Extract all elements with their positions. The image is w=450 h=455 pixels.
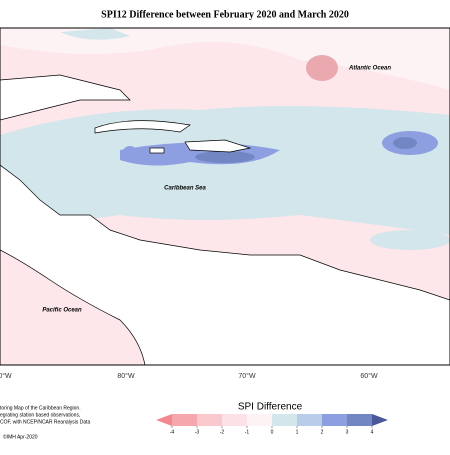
legend-tick-label: 4: [371, 429, 374, 435]
legend-tick-label: 0: [271, 429, 274, 435]
longitude-label: 80°W: [117, 372, 135, 380]
legend-tick-label: -1: [245, 429, 250, 435]
legend-title: SPI Difference: [238, 402, 303, 413]
legend-swatch: [322, 414, 347, 426]
longitude-label: 70°W: [238, 372, 256, 380]
legend-tick-label: 1: [296, 429, 299, 435]
footer-line: COF, with NCEP/NCAR Reanalysis Data: [0, 419, 91, 425]
legend-swatch: [222, 414, 247, 426]
ocean-label: Pacific Ocean: [42, 308, 82, 314]
title: SPI12 Difference between February 2020 a…: [101, 9, 349, 20]
legend-swatch: [347, 414, 372, 426]
legend: -4 -3 -2 -1 0 1 2 3 4: [156, 414, 388, 435]
ocean-label: Atlantic Ocean: [348, 66, 391, 72]
legend-tick-label: 2: [321, 429, 324, 435]
legend-arrow: [372, 414, 388, 426]
footer-line: egrating station based observations,: [0, 412, 80, 418]
map: Atlantic Ocean Caribbean Sea Pacific Oce…: [0, 27, 450, 380]
longitude-label: 60°W: [360, 372, 378, 380]
legend-swatch: [247, 414, 272, 426]
legend-swatch: [197, 414, 222, 426]
longitude-label: 0°W: [0, 372, 12, 380]
ocean-label: Caribbean Sea: [164, 186, 206, 192]
legend-arrow: [156, 414, 172, 426]
legend-tick-label: 3: [346, 429, 349, 435]
legend-tick-label: -4: [170, 429, 175, 435]
legend-swatch: [272, 414, 297, 426]
footer-credit: ©IMH Apr-2020: [3, 433, 38, 440]
legend-tick-label: -3: [195, 429, 200, 435]
legend-swatch: [172, 414, 197, 426]
footer-line: toring Map of the Caribbean Region.: [0, 405, 81, 411]
legend-tick-label: -2: [220, 429, 225, 435]
legend-swatch: [297, 414, 322, 426]
